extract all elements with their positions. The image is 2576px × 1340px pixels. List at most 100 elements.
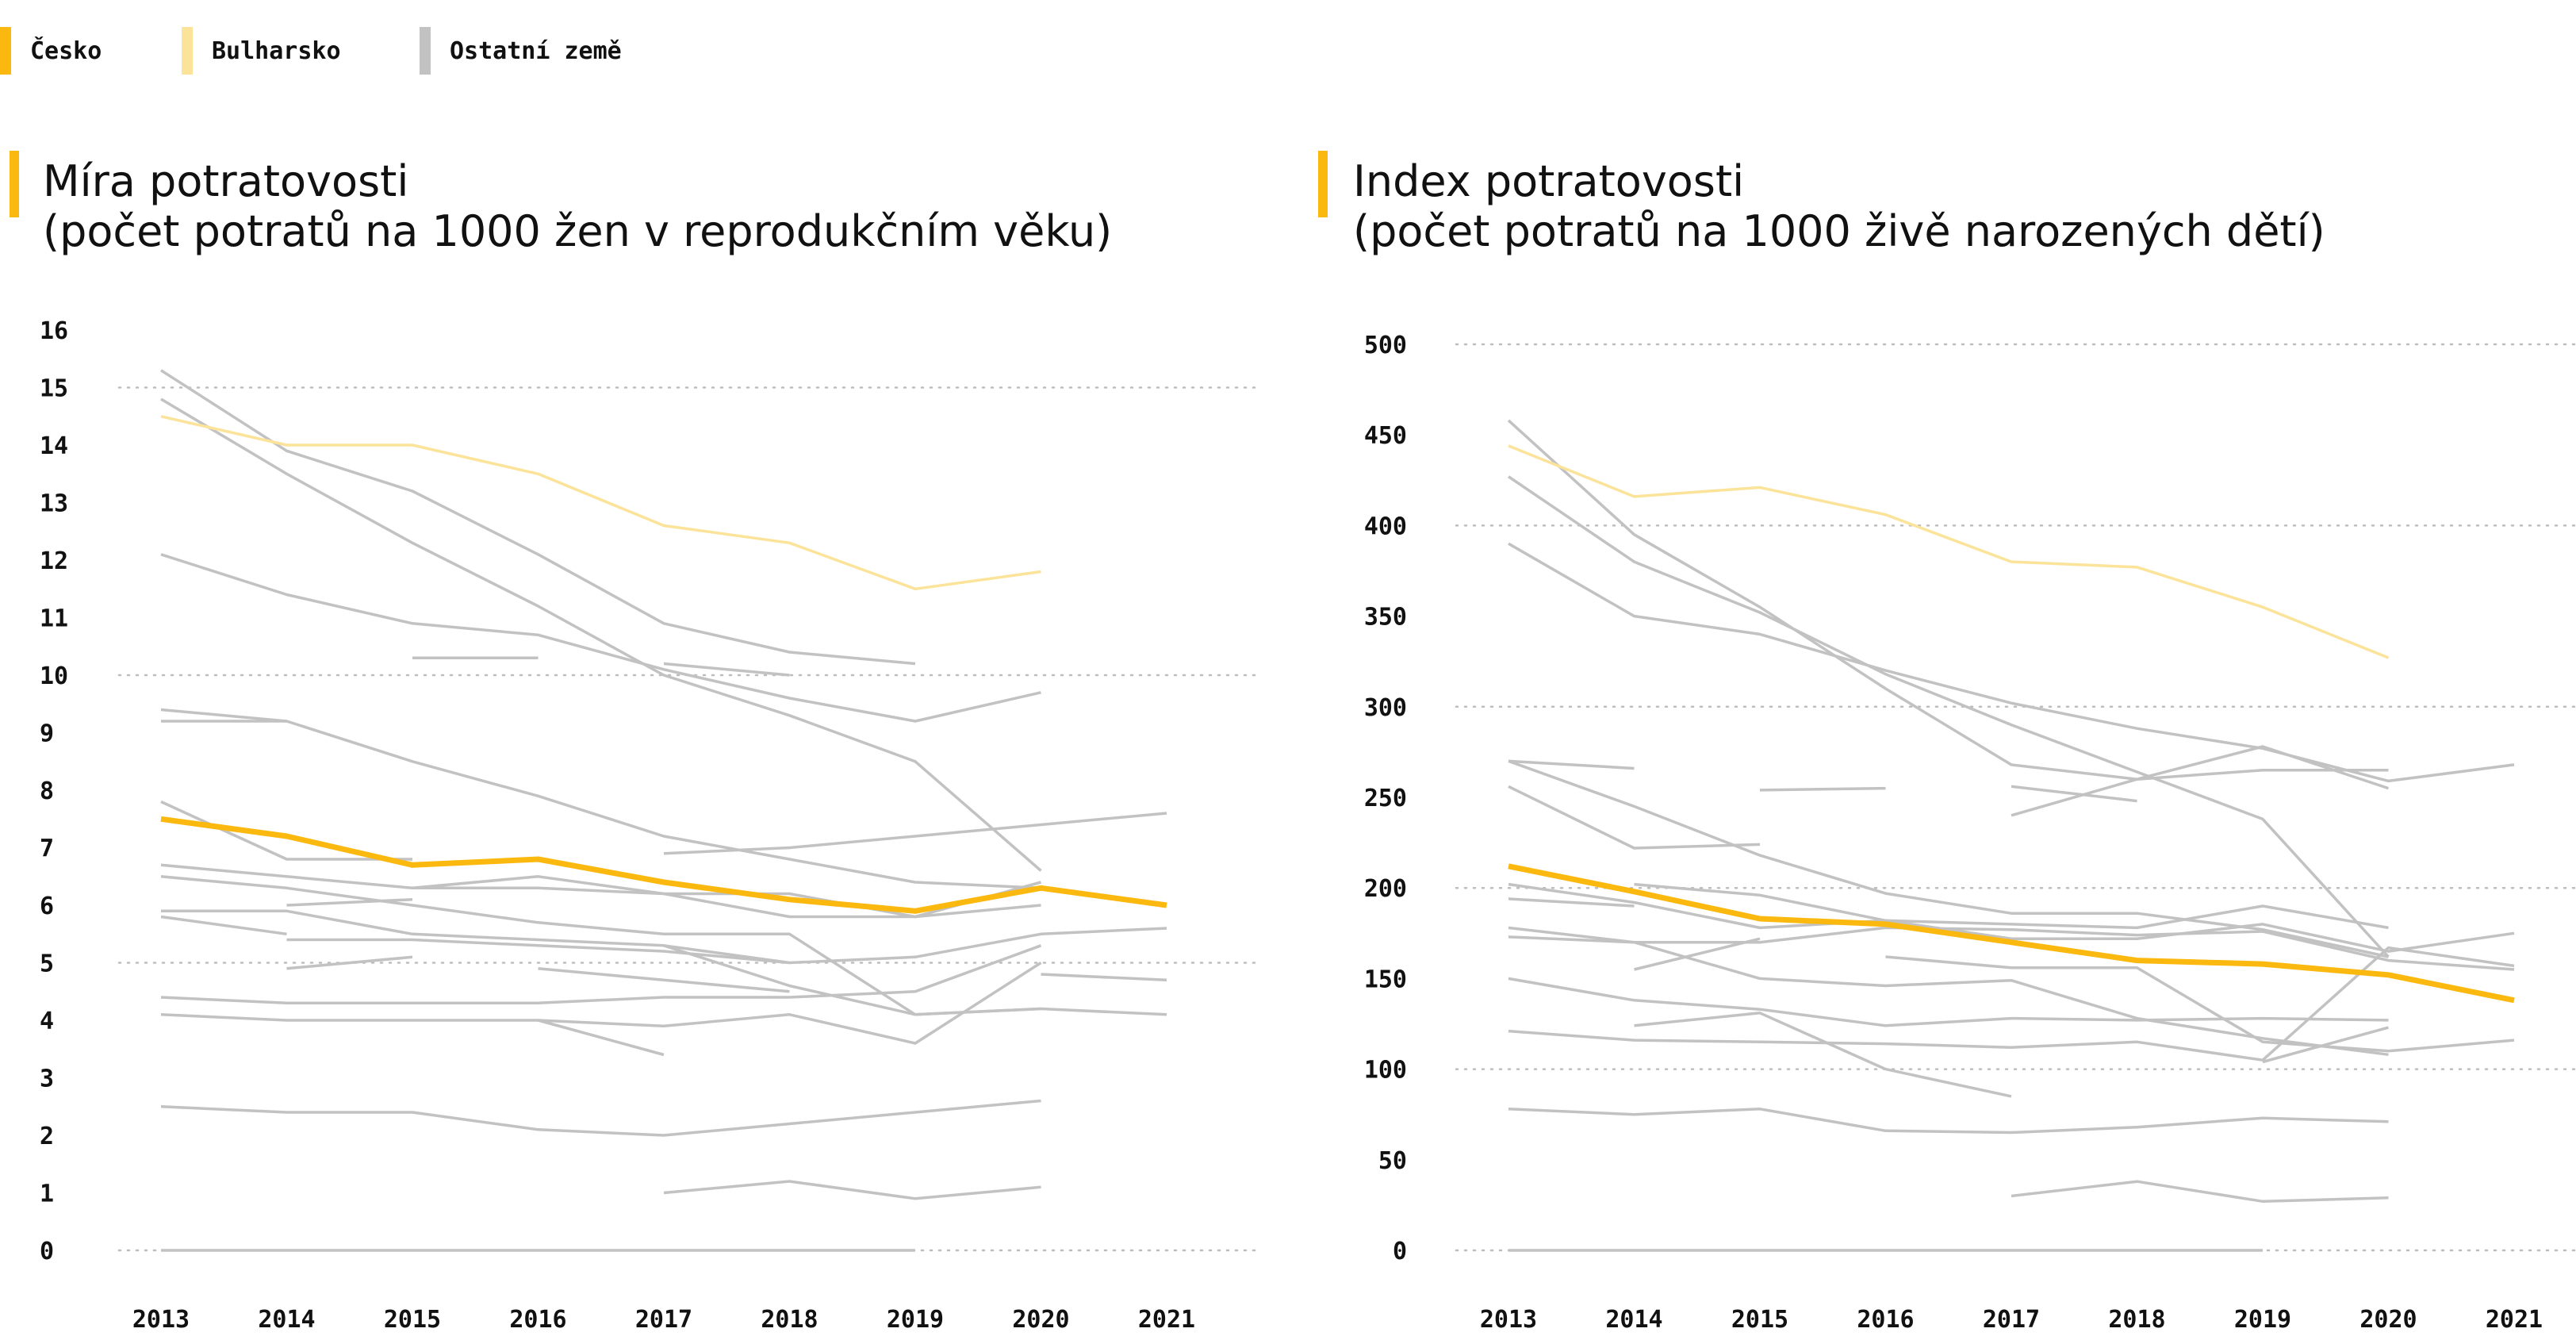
chart2-series-line-ostatni bbox=[1508, 926, 2389, 1057]
chart1-series-line-ostatni bbox=[538, 1019, 665, 1057]
chart1-series-line-ostatni bbox=[412, 875, 1041, 919]
chart1-y-tick-label: 12 bbox=[40, 547, 68, 575]
chart1-series-line-ostatni bbox=[160, 863, 1041, 919]
chart1-series-line-ostatni bbox=[914, 1007, 1167, 1016]
chart1-subtitle: (počet potratů na 1000 žen v reprodukční… bbox=[43, 206, 1112, 256]
chart1-y-tick-label: 15 bbox=[40, 375, 68, 403]
chart2-series-line-ostatni bbox=[1634, 937, 1761, 971]
chart1-x-tick-label: 2019 bbox=[887, 1306, 944, 1334]
legend-item-cesko: Česko bbox=[0, 27, 182, 75]
chart2-series-line-ostatni bbox=[1885, 955, 2515, 1053]
chart1-series-line-bulharsko bbox=[160, 415, 1041, 591]
chart1-y-tick-label: 9 bbox=[40, 720, 54, 748]
legend-swatch-ostatni-zeme bbox=[420, 27, 431, 75]
chart2-series-line-cesko bbox=[1508, 863, 2515, 1004]
chart2-y-tick-label: 450 bbox=[1364, 422, 1407, 450]
chart2-y-tick-label: 500 bbox=[1364, 332, 1407, 359]
chart2-series-line-ostatni bbox=[2011, 1180, 2389, 1204]
legend-swatch-cesko bbox=[0, 27, 11, 75]
chart1-x-tick-label: 2017 bbox=[635, 1306, 692, 1334]
chart1-series-line-ostatni bbox=[1041, 973, 1167, 982]
chart1-y-tick-label: 2 bbox=[40, 1123, 54, 1150]
legend-item-bulharsko: Bulharsko bbox=[182, 27, 420, 75]
chart2-x-tick-label: 2020 bbox=[2359, 1306, 2417, 1334]
chart2-title-accent bbox=[1318, 151, 1328, 217]
chart2-series-line-ostatni bbox=[1508, 785, 1761, 850]
chart1-y-tick-label: 0 bbox=[40, 1238, 54, 1265]
chart1-y-tick-label: 1 bbox=[40, 1181, 54, 1208]
chart1-series-line-ostatni bbox=[160, 369, 916, 666]
chart2-y-tick-label: 50 bbox=[1378, 1147, 1407, 1175]
chart2-series-line-ostatni bbox=[1634, 882, 2389, 930]
chart2-series-line-ostatni bbox=[1508, 882, 2515, 953]
chart2-series-line-bulharsko bbox=[1508, 444, 2390, 659]
chart1-y-tick-label: 11 bbox=[40, 605, 68, 633]
chart2-series-line-ostatni bbox=[1508, 897, 1635, 908]
chart1-x-tick-label: 2020 bbox=[1012, 1306, 1069, 1334]
chart1-x-tick-label: 2015 bbox=[384, 1306, 441, 1334]
chart1-series-line-ostatni bbox=[286, 938, 790, 965]
chart1-title: Míra potratovosti bbox=[43, 156, 408, 206]
chart2-y-axis: 0 50 100 150 200 250 300 350 400 450 500 bbox=[1364, 332, 1407, 1265]
chart1-series bbox=[160, 369, 1167, 1252]
chart2-series bbox=[1507, 419, 2515, 1252]
legend-label-bulharsko: Bulharsko bbox=[212, 36, 341, 65]
chart1-y-tick-label: 7 bbox=[40, 835, 54, 863]
chart2-x-tick-label: 2013 bbox=[1480, 1306, 1537, 1334]
chart1-y-tick-label: 3 bbox=[40, 1065, 54, 1093]
chart1-series-line-ostatni bbox=[160, 397, 1042, 872]
legend-item-ostatni-zeme: Ostatní země bbox=[420, 27, 622, 75]
chart1-y-tick-label: 4 bbox=[40, 1008, 54, 1035]
chart2-series-line-ostatni bbox=[1508, 1108, 2389, 1135]
chart2-series-line-ostatni bbox=[1508, 542, 2515, 783]
chart2-x-tick-label: 2021 bbox=[2486, 1306, 2543, 1334]
chart2-series-line-ostatni bbox=[1508, 475, 2390, 958]
chart1-series-line-ostatni bbox=[286, 898, 413, 907]
chart1-title-accent bbox=[10, 151, 19, 217]
chart2-y-tick-label: 250 bbox=[1364, 785, 1407, 812]
chart2-series-line-ostatni bbox=[1507, 419, 2390, 790]
chart2-y-tick-label: 150 bbox=[1364, 966, 1407, 993]
chart1-series-line-ostatni bbox=[160, 962, 1042, 1045]
chart1-x-tick-label: 2018 bbox=[761, 1306, 818, 1334]
chart1-x-tick-label: 2016 bbox=[509, 1306, 566, 1334]
chart2-y-tick-label: 200 bbox=[1364, 875, 1407, 903]
chart2-y-tick-label: 0 bbox=[1393, 1238, 1407, 1265]
chart2-x-tick-label: 2017 bbox=[1983, 1306, 2040, 1334]
chart2-series-line-ostatni bbox=[2011, 785, 2137, 803]
chart1-series-line-ostatni bbox=[538, 967, 790, 993]
chart1-y-tick-label: 10 bbox=[40, 662, 68, 690]
chart2-series-line-ostatni bbox=[1508, 946, 2515, 1062]
chart2-series-line-ostatni bbox=[1508, 759, 1635, 770]
chart1-y-tick-label: 14 bbox=[40, 432, 68, 460]
chart2-series-line-ostatni bbox=[1634, 1012, 2012, 1098]
chart1-y-tick-label: 6 bbox=[40, 893, 54, 920]
chart1-gridlines bbox=[117, 386, 1263, 1252]
chart2-series-line-ostatni bbox=[1508, 977, 2389, 1027]
chart1-series-line-ostatni bbox=[286, 955, 413, 970]
chart2-y-tick-label: 400 bbox=[1364, 513, 1407, 540]
chart-abortion-rate: Míra potratovosti (počet potratů na 1000… bbox=[10, 151, 1263, 1334]
chart2-x-axis: 2013 2014 2015 2016 2017 2018 2019 2020 2021 bbox=[1480, 1306, 2543, 1334]
chart1-y-tick-label: 8 bbox=[40, 778, 54, 805]
chart2-x-tick-label: 2016 bbox=[1857, 1306, 1914, 1334]
chart2-subtitle: (počet potratů na 1000 živě narozených d… bbox=[1353, 206, 2325, 256]
chart1-series-line-ostatni bbox=[160, 944, 1042, 1005]
chart2-series-line-ostatni bbox=[2011, 768, 2389, 817]
chart1-series-line-cesko bbox=[160, 816, 1167, 914]
chart1-x-axis: 2013 2014 2015 2016 2017 2018 2019 2020 2021 bbox=[132, 1306, 1195, 1334]
chart2-x-tick-label: 2018 bbox=[2108, 1306, 2165, 1334]
chart2-y-tick-label: 300 bbox=[1364, 694, 1407, 722]
chart1-x-tick-label: 2014 bbox=[258, 1306, 315, 1334]
chart2-y-tick-label: 100 bbox=[1364, 1057, 1407, 1085]
legend-label-ostatni-zeme: Ostatní země bbox=[450, 36, 622, 65]
chart2-x-tick-label: 2019 bbox=[2234, 1306, 2291, 1334]
legend: Česko Bulharsko Ostatní země bbox=[0, 27, 622, 75]
chart2-x-tick-label: 2015 bbox=[1731, 1306, 1788, 1334]
chart2-y-tick-label: 350 bbox=[1364, 604, 1407, 632]
chart1-series-line-ostatni bbox=[160, 1099, 1041, 1137]
chart1-series-line-ostatni bbox=[160, 875, 916, 1016]
chart2-series-line-ostatni bbox=[2262, 1026, 2389, 1064]
chart1-series-line-ostatni bbox=[160, 800, 412, 861]
